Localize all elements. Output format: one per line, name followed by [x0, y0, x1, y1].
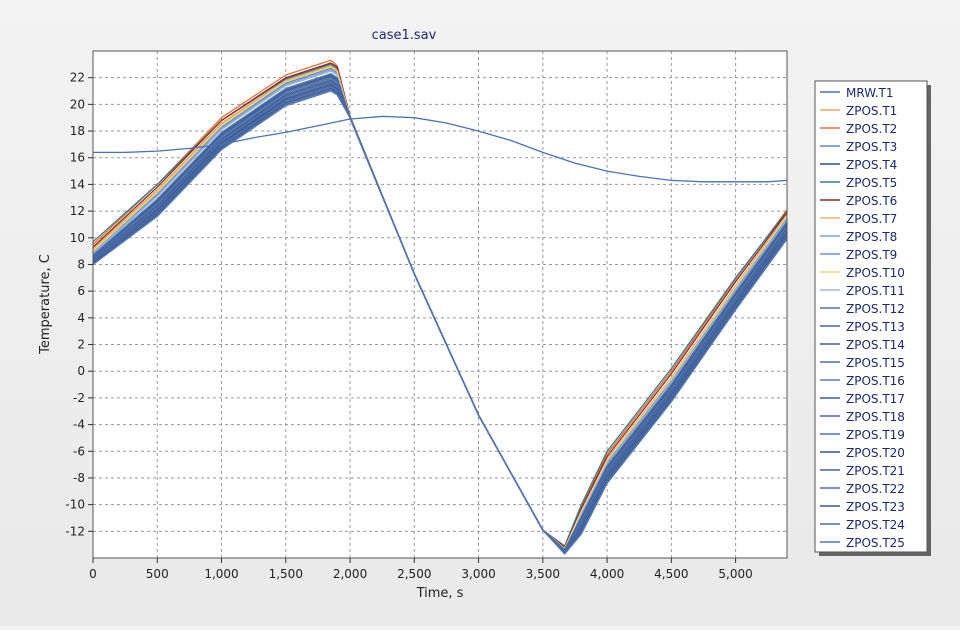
legend-label-zpos-t17: ZPOS.T17	[846, 392, 905, 406]
x-tick-label: 1,000	[204, 567, 238, 581]
y-tick-label: 12	[70, 204, 85, 218]
legend-label-zpos-t3: ZPOS.T3	[846, 140, 897, 154]
legend-label-zpos-t18: ZPOS.T18	[846, 410, 905, 424]
legend-label-zpos-t9: ZPOS.T9	[846, 248, 897, 262]
legend-label-zpos-t16: ZPOS.T16	[846, 374, 905, 388]
y-tick-label: -12	[65, 524, 85, 538]
y-tick-label: 6	[77, 284, 85, 298]
axis-ticks: 0 500 1,000 1,500 2,000 2,500 3,000 3,500 4,000 4…	[65, 71, 752, 581]
y-tick-label: -4	[73, 418, 85, 432]
legend-label-zpos-t21: ZPOS.T21	[846, 464, 905, 478]
legend-label-zpos-t1: ZPOS.T1	[846, 104, 897, 118]
y-tick-label: 14	[70, 177, 85, 191]
legend: MRW.T1 ZPOS.T1 ZPOS.T2 ZPOS.T3 ZPOS.T4 ZPOS.T…	[820, 86, 905, 550]
legend-label-zpos-t10: ZPOS.T10	[846, 266, 905, 280]
series-line-zpos-t25	[92, 90, 788, 555]
x-tick-label: 4,000	[590, 567, 624, 581]
x-tick-label: 4,500	[654, 567, 688, 581]
legend-label-zpos-t14: ZPOS.T14	[846, 338, 905, 352]
legend-label-zpos-t11: ZPOS.T11	[846, 284, 905, 298]
plot-area	[92, 50, 788, 559]
y-tick-label: 20	[70, 97, 85, 111]
y-tick-label: 4	[77, 311, 85, 325]
series-layer	[92, 59, 788, 555]
y-axis-label: Temperature, C	[38, 254, 53, 355]
y-tick-label: 16	[70, 151, 85, 165]
x-tick-label: 0	[89, 567, 97, 581]
y-tick-label: -10	[65, 498, 85, 512]
legend-label-zpos-t7: ZPOS.T7	[846, 212, 897, 226]
y-tick-label: -8	[73, 471, 85, 485]
legend-box	[814, 80, 928, 553]
x-tick-label: 5,000	[718, 567, 752, 581]
legend-label-zpos-t23: ZPOS.T23	[846, 500, 905, 514]
y-tick-label: 22	[70, 71, 85, 85]
x-tick-label: 1,500	[269, 567, 303, 581]
legend-label-zpos-t24: ZPOS.T24	[846, 518, 905, 532]
x-tick-label: 3,500	[526, 567, 560, 581]
y-tick-label: -2	[73, 391, 85, 405]
legend-label-zpos-t8: ZPOS.T8	[846, 230, 897, 244]
legend-label-zpos-t20: ZPOS.T20	[846, 446, 905, 460]
series-line-mrw-t1	[93, 115, 788, 183]
x-tick-label: 2,500	[397, 567, 431, 581]
legend-label-zpos-t22: ZPOS.T22	[846, 482, 905, 496]
x-tick-label: 3,000	[461, 567, 495, 581]
y-tick-label: 18	[70, 124, 85, 138]
plot-frame	[92, 50, 788, 559]
x-tick-label: 500	[146, 567, 169, 581]
y-tick-label: 0	[77, 364, 85, 378]
y-tick-label: 10	[70, 231, 85, 245]
legend-label-zpos-t6: ZPOS.T6	[846, 194, 897, 208]
legend-label-zpos-t2: ZPOS.T2	[846, 122, 897, 136]
legend-label-zpos-t13: ZPOS.T13	[846, 320, 905, 334]
legend-label-zpos-t25: ZPOS.T25	[846, 536, 905, 550]
legend-label-zpos-t5: ZPOS.T5	[846, 176, 897, 190]
legend-label-mrw-t1: MRW.T1	[846, 86, 893, 100]
y-tick-label: 8	[77, 257, 85, 271]
legend-label-zpos-t4: ZPOS.T4	[846, 158, 897, 172]
y-tick-label: -6	[73, 444, 85, 458]
legend-label-zpos-t12: ZPOS.T12	[846, 302, 905, 316]
y-tick-label: 2	[77, 338, 85, 352]
legend-label-zpos-t19: ZPOS.T19	[846, 428, 905, 442]
chart-title: case1.sav	[372, 28, 437, 43]
x-axis-label: Time, s	[416, 586, 464, 601]
legend-label-zpos-t15: ZPOS.T15	[846, 356, 905, 370]
x-tick-label: 2,000	[333, 567, 367, 581]
